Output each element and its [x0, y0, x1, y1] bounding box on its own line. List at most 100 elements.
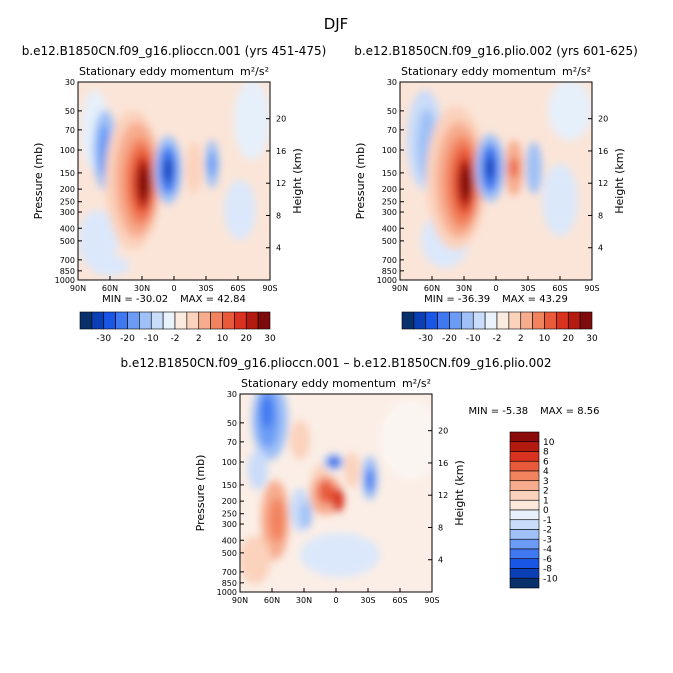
panel-1-x-tick-label: 60N: [102, 284, 118, 293]
panel-1-x-tick-label: 30N: [134, 284, 150, 293]
panel-2-colorbar-swatch: [496, 311, 510, 330]
panel-3-colorbar-label: -2: [543, 526, 552, 536]
panel-3-colorbar-swatch: [509, 451, 540, 462]
panel-3-colorbar-swatch: [509, 509, 540, 521]
panel-2-y-tick-label: 70: [387, 126, 397, 135]
panel-1-colorbar-swatch: [257, 311, 271, 330]
panel-1-colorbar-label: 2: [196, 334, 202, 344]
panel-2-colorbar-label: -20: [442, 334, 457, 344]
panel-1-colorbar-swatch: [174, 311, 188, 330]
panel-3-colorbar-swatch: [509, 490, 540, 501]
panel-1-y-tick-label: 250: [60, 198, 75, 207]
panel-1-colorbar-swatch: [186, 311, 200, 330]
panel-2-colorbar-swatch: [461, 311, 474, 330]
panel-3-y-tick-label: 70: [227, 438, 237, 447]
panel-3-colorbar-label: -3: [543, 535, 552, 545]
panel-2-colorbar-swatch: [520, 311, 533, 330]
panel-1-colorbar-label: -20: [120, 334, 135, 344]
panel-2-colorbar-swatch: [449, 311, 462, 330]
panel-3-colorbar-label: 0: [543, 506, 549, 516]
panel-1-subtitle: Stationary eddy momentum m²/s²: [79, 65, 269, 78]
panel-2-y2-axis-label: Height (km): [613, 148, 626, 214]
panel-3-y-tick-label: 1000: [217, 588, 237, 597]
panel-3-minmax: MIN = -5.38 MAX = 8.56: [469, 406, 600, 417]
panel-3-colorbar-label: 10: [543, 438, 555, 448]
panel-3-colorbar-label: -8: [543, 565, 552, 575]
panel-2-y-tick-label: 850: [382, 267, 397, 276]
panel-3-y-tick-label: 700: [222, 568, 237, 577]
panel-2-y2-tick-label: 4: [598, 244, 603, 253]
panel-2-y2-tick-label: 16: [598, 147, 608, 156]
panel-1-colorbar-swatch: [91, 311, 105, 330]
panel-3-colorbar-label: 6: [543, 457, 549, 467]
panel-3-colorbar-swatch: [509, 548, 540, 560]
panel-3-x-tick-label: 30N: [296, 596, 312, 605]
panel-2-y-tick-label: 1000: [377, 276, 397, 285]
panel-1-y-tick-label: 300: [60, 208, 75, 217]
panel-2-y-tick-label: 400: [382, 224, 397, 233]
panel-3-colorbar-label: -1: [543, 516, 552, 526]
panel-2-x-tick-label: 30N: [456, 284, 472, 293]
panel-2-colorbar-swatch: [579, 311, 593, 330]
panel-1-y-tick-label: 850: [60, 267, 75, 276]
panel-1-title: b.e12.B1850CN.f09_g16.plioccn.001 (yrs 4…: [22, 44, 327, 58]
panel-2-y-tick-label: 700: [382, 256, 397, 265]
panel-1-y-tick-label: 1000: [55, 276, 75, 285]
panel-1-colorbar-swatch: [127, 311, 140, 330]
panel-2-x-tick-label: 30S: [520, 284, 535, 293]
panel-2-y-tick-label: 50: [387, 107, 397, 116]
panel-2: b.e12.B1850CN.f09_g16.plio.002 (yrs 601-…: [354, 44, 638, 344]
panel-2-colorbar-swatch: [472, 311, 486, 330]
panel-1-colorbar-swatch: [234, 311, 247, 330]
panel-2-colorbar-label: -10: [466, 334, 481, 344]
panel-3-colorbar-label: 2: [543, 487, 549, 497]
panel-2-y-tick-label: 200: [382, 185, 397, 194]
panel-2-y-axis-label: Pressure (mb): [354, 143, 367, 220]
panel-3-colorbar-swatch: [509, 460, 540, 472]
panel-3-x-tick-label: 0: [333, 596, 338, 605]
panel-1-colorbar-label: 20: [241, 334, 253, 344]
panel-3-colorbar-label: 4: [543, 467, 549, 477]
panel-2-colorbar-swatch: [401, 311, 415, 330]
panel-2-y-tick-label: 150: [382, 169, 397, 178]
panel-2-x-tick-label: 90N: [392, 284, 408, 293]
panel-3-y-tick-label: 300: [222, 520, 237, 529]
panel-2-colorbar-label: 30: [586, 334, 598, 344]
panel-1-colorbar-swatch: [245, 311, 259, 330]
panel-2-colorbar-label: -2: [493, 334, 502, 344]
panel-3-y2-tick-label: 4: [438, 556, 443, 565]
page-title: DJF: [324, 15, 349, 33]
panel-3-colorbar-swatch: [509, 470, 540, 482]
panel-1-x-tick-label: 90N: [70, 284, 86, 293]
panel-2-x-tick-label: 90S: [584, 284, 599, 293]
panel-3-colorbar-label: -6: [543, 555, 552, 565]
panel-2-title: b.e12.B1850CN.f09_g16.plio.002 (yrs 601-…: [354, 44, 638, 58]
panel-2-x-tick-label: 60N: [424, 284, 440, 293]
panel-1-colorbar-swatch: [103, 311, 116, 330]
panel-1-y-tick-label: 700: [60, 256, 75, 265]
panel-1-colorbar-label: -10: [144, 334, 159, 344]
panel-3-y2-axis-label: Height (km): [453, 460, 466, 526]
panel-2-colorbar-label: 20: [563, 334, 575, 344]
panel-3-y-tick-label: 850: [222, 579, 237, 588]
panel-2-y2-tick-label: 20: [598, 115, 608, 124]
panel-1-colorbar-swatch: [222, 311, 235, 330]
panel-3-title: b.e12.B1850CN.f09_g16.plioccn.001 – b.e1…: [121, 356, 552, 370]
panel-1-colorbar-swatch: [139, 311, 152, 330]
panel-2-y-tick-label: 100: [382, 146, 397, 155]
panel-3-y2-tick-label: 8: [438, 523, 443, 532]
panel-1-y-tick-label: 50: [65, 107, 75, 116]
panel-2-y2-tick-label: 12: [598, 179, 608, 188]
panel-1-colorbar-swatch: [162, 311, 176, 330]
panel-1-colorbar-label: -2: [171, 334, 180, 344]
panel-2-colorbar-swatch: [544, 311, 557, 330]
panel-3-y-tick-label: 250: [222, 510, 237, 519]
panel-1-colorbar-swatch: [150, 311, 164, 330]
panel-2-y-tick-label: 300: [382, 208, 397, 217]
panel-3-y-tick-label: 200: [222, 497, 237, 506]
panel-1-y-tick-label: 150: [60, 169, 75, 178]
panel-3-x-tick-label: 60S: [392, 596, 407, 605]
panel-1-y2-tick-label: 16: [276, 147, 286, 156]
panel-3-x-tick-label: 90S: [424, 596, 439, 605]
panel-1-y2-tick-label: 4: [276, 244, 281, 253]
